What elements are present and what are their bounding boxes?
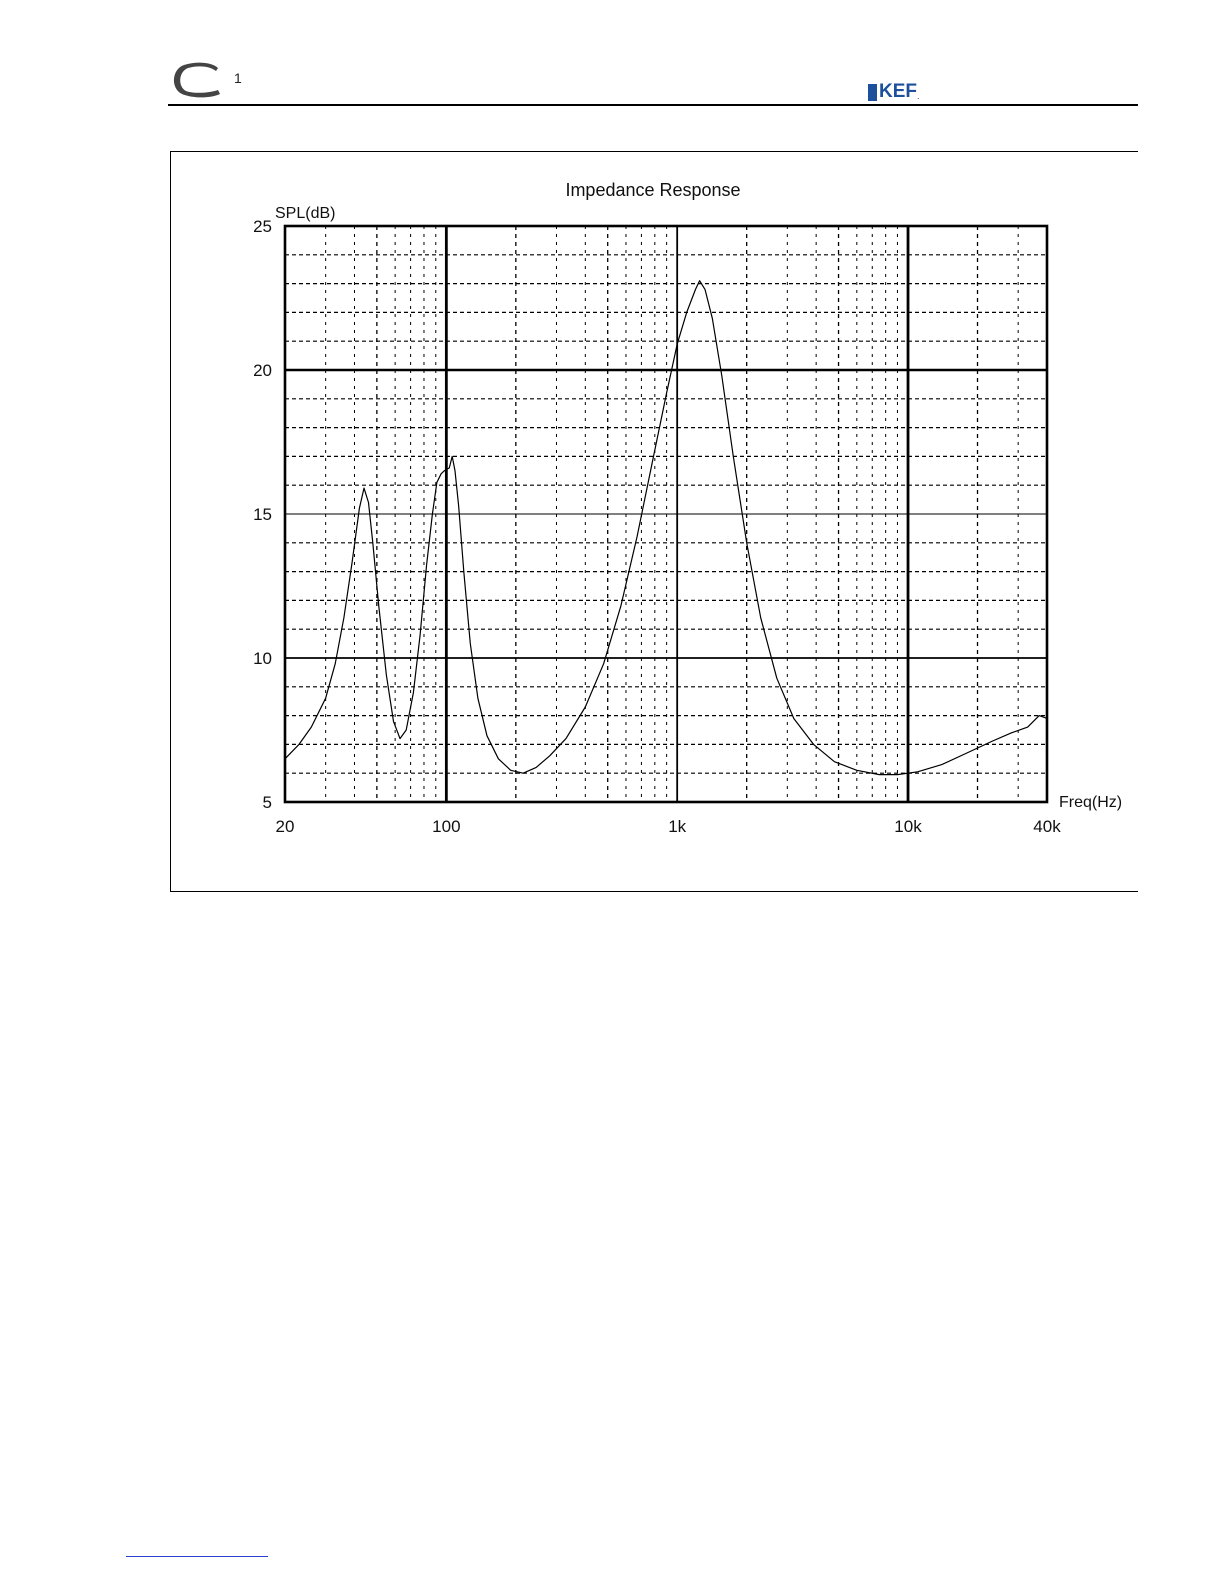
y-tick-label: 25 bbox=[253, 217, 272, 236]
impedance-chart: Impedance Response SPL(dB) Freq(Hz) 5 10 15 20… bbox=[253, 180, 1122, 836]
kef-brand-mark: . bbox=[917, 91, 920, 101]
footer-link-underline bbox=[126, 1556, 268, 1557]
x-tick-label: 10k bbox=[894, 817, 922, 836]
kef-mark-icon bbox=[868, 83, 877, 101]
y-axis-label: SPL(dB) bbox=[275, 205, 335, 222]
chart-title: Impedance Response bbox=[565, 180, 740, 200]
plot-area-border bbox=[283, 224, 1049, 804]
x-axis-label: Freq(Hz) bbox=[1059, 794, 1122, 811]
kef-logo: KEF . bbox=[868, 82, 920, 102]
y-tick-label: 5 bbox=[263, 793, 272, 812]
y-tick-label: 20 bbox=[253, 361, 272, 380]
page-header: 1 KEF . bbox=[168, 60, 1138, 106]
y-tick-label: 10 bbox=[253, 649, 272, 668]
x-tick-label: 40k bbox=[1033, 817, 1061, 836]
chart-frame: Impedance Response SPL(dB) Freq(Hz) 5 10 15 20… bbox=[170, 151, 1138, 892]
y-tick-label: 15 bbox=[253, 505, 272, 524]
x-tick-label: 20 bbox=[276, 817, 295, 836]
model-number: 1 bbox=[234, 70, 242, 86]
x-tick-label: 1k bbox=[668, 817, 686, 836]
impedance-curve bbox=[284, 280, 1048, 776]
x-tick-label: 100 bbox=[432, 817, 460, 836]
kef-brand-text: KEF bbox=[879, 81, 917, 102]
header-rule bbox=[168, 104, 1138, 106]
c-series-logo bbox=[173, 62, 220, 98]
